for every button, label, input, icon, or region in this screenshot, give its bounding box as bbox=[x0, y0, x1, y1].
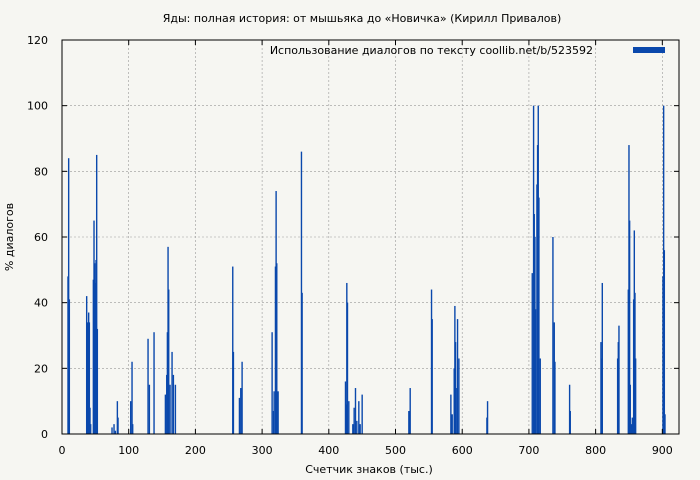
data-bar bbox=[171, 351, 173, 434]
data-bars bbox=[67, 105, 666, 435]
data-bar bbox=[116, 401, 119, 434]
legend-swatch bbox=[633, 47, 665, 53]
data-bar bbox=[232, 351, 235, 434]
data-bar bbox=[458, 358, 460, 434]
data-bar bbox=[486, 401, 489, 434]
data-bar bbox=[356, 420, 358, 434]
data-bar bbox=[271, 332, 273, 434]
data-bar bbox=[353, 407, 355, 434]
data-bar bbox=[663, 250, 666, 434]
x-tick-label: 600 bbox=[452, 444, 473, 457]
data-bar bbox=[552, 237, 554, 434]
y-tick-label: 60 bbox=[34, 231, 48, 244]
legend: Использование диалогов по тексту coollib… bbox=[270, 44, 665, 57]
data-bar bbox=[164, 394, 167, 434]
data-bar bbox=[554, 361, 556, 434]
data-bar bbox=[568, 384, 571, 434]
data-bar bbox=[348, 401, 350, 434]
data-bar bbox=[534, 309, 537, 434]
axis-ticks: 0 20 40 60 80 100 120 0 100 200 300 400 500 600 700 800… bbox=[27, 34, 679, 457]
data-bar bbox=[238, 397, 241, 434]
x-tick-label: 0 bbox=[59, 444, 66, 457]
data-bar bbox=[147, 338, 149, 434]
x-tick-label: 900 bbox=[652, 444, 673, 457]
data-bar bbox=[531, 273, 533, 434]
grid bbox=[62, 40, 679, 434]
data-bar bbox=[358, 401, 360, 434]
data-bar bbox=[88, 322, 91, 434]
data-bar bbox=[130, 401, 132, 434]
data-bar bbox=[456, 319, 459, 434]
data-bar bbox=[277, 391, 279, 434]
x-tick-label: 300 bbox=[252, 444, 273, 457]
data-bar bbox=[631, 417, 634, 434]
data-bar bbox=[664, 414, 666, 434]
data-bar bbox=[95, 154, 98, 434]
data-bar bbox=[232, 266, 234, 434]
data-bar bbox=[67, 158, 70, 434]
data-bar bbox=[451, 414, 453, 434]
data-bar bbox=[409, 388, 411, 434]
data-bar bbox=[361, 394, 363, 434]
data-bar bbox=[132, 424, 134, 434]
data-bar bbox=[276, 263, 278, 434]
data-bar bbox=[113, 424, 115, 434]
x-axis-label: Счетчик знаков (тыс.) bbox=[305, 463, 433, 476]
x-tick-label: 400 bbox=[318, 444, 339, 457]
y-tick-label: 40 bbox=[34, 297, 48, 310]
data-bar bbox=[628, 220, 631, 434]
data-bar bbox=[169, 384, 171, 434]
y-tick-label: 0 bbox=[41, 428, 48, 441]
data-bar bbox=[618, 325, 620, 434]
data-bar bbox=[148, 384, 151, 434]
data-bar bbox=[111, 427, 113, 434]
y-tick-label: 20 bbox=[34, 362, 48, 375]
data-bar bbox=[96, 328, 99, 434]
chart-title: Яды: полная история: от мышьяка до «Нови… bbox=[163, 12, 562, 25]
data-bar bbox=[117, 417, 119, 434]
data-bar bbox=[359, 424, 361, 434]
data-bar bbox=[241, 361, 243, 434]
data-bar bbox=[538, 197, 540, 434]
data-bar bbox=[455, 388, 457, 434]
data-bar bbox=[153, 332, 155, 434]
data-bar bbox=[174, 384, 177, 434]
data-bar bbox=[634, 358, 637, 434]
x-tick-label: 700 bbox=[518, 444, 539, 457]
data-bar bbox=[354, 388, 357, 434]
legend-label: Использование диалогов по тексту coollib… bbox=[270, 44, 593, 57]
y-tick-label: 120 bbox=[27, 34, 48, 47]
data-bar bbox=[431, 319, 433, 434]
y-tick-label: 100 bbox=[27, 100, 48, 113]
data-bar bbox=[601, 282, 603, 434]
x-tick-label: 200 bbox=[185, 444, 206, 457]
data-bar bbox=[68, 299, 71, 434]
data-bar bbox=[301, 292, 303, 434]
y-axis-label: % диалогов bbox=[3, 203, 16, 271]
data-bar bbox=[629, 384, 632, 434]
data-bar bbox=[168, 289, 170, 434]
data-bar bbox=[114, 430, 117, 434]
data-bar bbox=[240, 388, 242, 434]
data-bar bbox=[408, 411, 410, 434]
data-bar bbox=[450, 394, 452, 434]
data-bar bbox=[172, 374, 175, 434]
y-tick-label: 80 bbox=[34, 165, 48, 178]
data-bar bbox=[569, 411, 571, 434]
data-bar bbox=[273, 391, 275, 434]
data-bar bbox=[346, 302, 349, 434]
data-bar bbox=[300, 151, 303, 434]
x-tick-label: 800 bbox=[585, 444, 606, 457]
data-bar bbox=[352, 424, 354, 434]
data-bar bbox=[539, 358, 541, 434]
data-bar bbox=[89, 424, 92, 434]
data-bar bbox=[131, 361, 133, 434]
x-tick-label: 500 bbox=[385, 444, 406, 457]
x-tick-label: 100 bbox=[118, 444, 139, 457]
data-bar bbox=[89, 407, 91, 434]
